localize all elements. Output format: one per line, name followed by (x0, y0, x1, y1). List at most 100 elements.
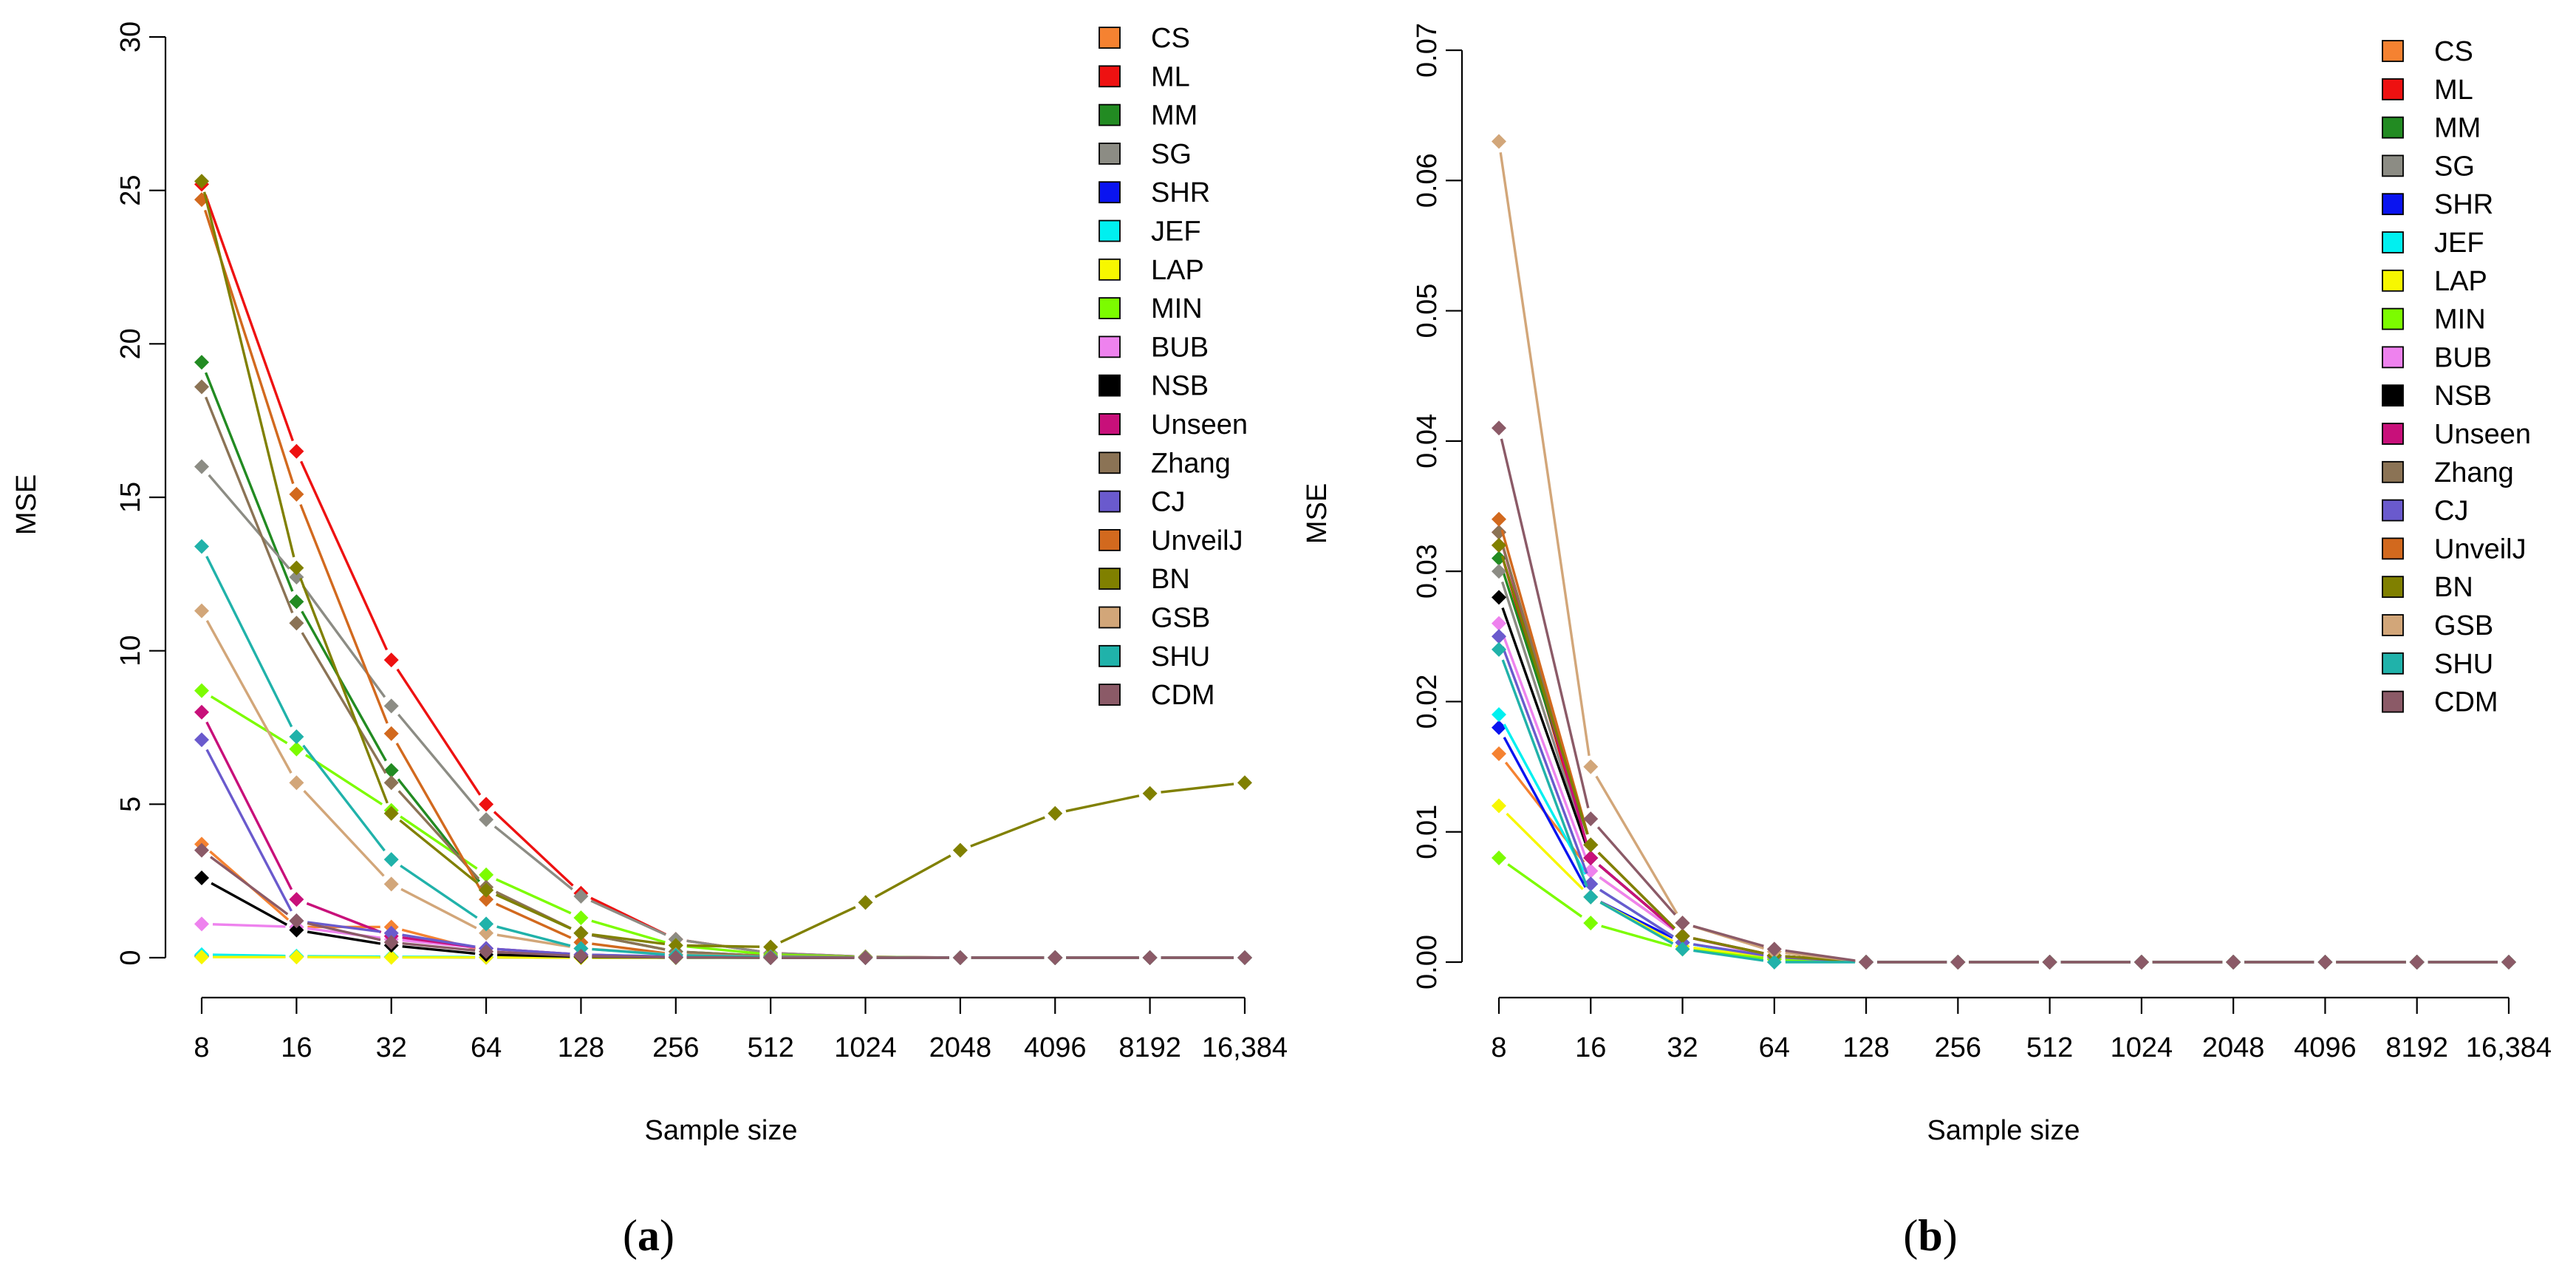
series-line-segment (1598, 864, 1675, 930)
series-line-segment (591, 933, 666, 951)
legend-item-min: MIN (1099, 293, 1203, 324)
data-point (194, 683, 209, 698)
series-line-segment (874, 854, 952, 899)
legend-item-jef: JEF (1099, 217, 1201, 248)
legend-label: ML (2434, 75, 2473, 106)
series-line-segment (307, 921, 381, 941)
series-line-segment (1693, 949, 1764, 962)
data-point (1950, 955, 1966, 970)
data-point (1142, 950, 1158, 965)
legend-swatch (2382, 346, 2404, 369)
legend-item-bub: BUB (2382, 342, 2492, 373)
legend-item-unseen: Unseen (2382, 419, 2531, 450)
legend-item-shr: SHR (2382, 189, 2493, 220)
legend-label: Unseen (1151, 409, 1248, 440)
legend-item-shr: SHR (1099, 177, 1210, 208)
legend: CS ML MM SG SHR JEF LAP MIN BUB NSB Unseen Zhang CJ U… (2382, 36, 2531, 718)
series-line-segment (1500, 581, 1589, 848)
data-point (289, 922, 304, 938)
data-point (1048, 805, 1063, 821)
series-line-segment (205, 619, 293, 774)
legend-swatch (1099, 219, 1121, 242)
series-line-segment (1499, 151, 1591, 756)
y-axis-label: MSE (1302, 483, 1333, 544)
y-tick-label: 20 (115, 328, 146, 359)
legend-swatch (1099, 684, 1121, 706)
legend-item-cj: CJ (2382, 496, 2468, 527)
legend-label: GSB (2434, 610, 2493, 641)
series-line-segment (496, 925, 571, 947)
panel-label: (b) (1903, 1211, 1957, 1260)
y-axis: 0.00 0.01 0.02 0.03 0.04 0.05 0.06 0.07 MSE (1302, 23, 1463, 989)
data-point (1675, 928, 1690, 944)
series-line-segment (301, 632, 387, 774)
x-tick-label: 16 (1575, 1032, 1606, 1063)
series-line-segment (1599, 888, 1674, 938)
data-point (289, 913, 304, 929)
series-line-segment (1596, 826, 1676, 916)
data-point (383, 726, 399, 741)
y-tick-label: 0.06 (1412, 153, 1443, 208)
data-point (194, 870, 209, 886)
legend-label: GSB (1151, 603, 1210, 634)
legend-item-ml: ML (2382, 75, 2473, 106)
series-line-segment (592, 933, 666, 946)
data-point (1237, 950, 1252, 965)
series-line-segment (301, 610, 387, 762)
data-point (2226, 955, 2241, 970)
series-line-segment (396, 668, 482, 796)
series-line-segment (302, 744, 386, 852)
series-line-segment (210, 856, 289, 916)
series-line-segment (1785, 949, 1856, 962)
legend-label: LAP (2434, 266, 2487, 297)
legend-swatch (1099, 103, 1121, 126)
series-line-segment (399, 819, 479, 885)
data-point (383, 852, 399, 868)
series-group (194, 174, 1252, 965)
x-tick-label: 8 (194, 1032, 209, 1063)
series-line-segment (592, 942, 666, 955)
data-point (1492, 511, 1506, 527)
series-line-segment (212, 923, 286, 928)
data-point (194, 916, 209, 932)
x-tick-label: 4096 (1024, 1032, 1087, 1063)
legend-swatch (2382, 423, 2404, 445)
legend-label: ML (1151, 61, 1190, 92)
legend-swatch (1099, 27, 1121, 49)
legend-swatch (1099, 452, 1121, 474)
series-line-segment (400, 887, 477, 930)
data-point (194, 355, 209, 370)
y-tick-label: 0.04 (1412, 414, 1443, 468)
data-point (763, 939, 779, 955)
x-tick-label: 64 (471, 1032, 502, 1063)
legend-label: CDM (1151, 680, 1215, 711)
data-point (763, 950, 779, 965)
legend-swatch (2382, 384, 2404, 407)
data-point (383, 950, 399, 965)
y-tick-label: 0 (115, 950, 146, 965)
legend-label: SG (2434, 151, 2475, 182)
legend-item-gsb: GSB (2382, 610, 2493, 641)
data-point (1492, 616, 1506, 631)
data-point (194, 732, 209, 748)
legend-item-nsb: NSB (1099, 371, 1209, 402)
panel-label: (a) (623, 1211, 674, 1260)
legend-swatch (1099, 65, 1121, 88)
series-line-segment (205, 396, 294, 613)
series-line-segment (496, 878, 572, 915)
legend-item-mm: MM (1099, 100, 1198, 132)
data-point (1492, 707, 1506, 723)
series-line-segment (212, 953, 286, 958)
legend-swatch (2382, 116, 2404, 139)
series-line-segment (493, 825, 573, 890)
data-point (1583, 837, 1599, 853)
data-point (383, 698, 399, 714)
data-point (479, 916, 494, 932)
data-point (1766, 941, 1782, 957)
series-line-segment (592, 955, 665, 959)
data-point (194, 459, 209, 474)
y-axis: 0 5 10 15 20 25 30 MSE (11, 21, 167, 966)
legend-swatch (1099, 142, 1121, 165)
legend-swatch (1099, 258, 1121, 281)
data-point (194, 704, 209, 720)
